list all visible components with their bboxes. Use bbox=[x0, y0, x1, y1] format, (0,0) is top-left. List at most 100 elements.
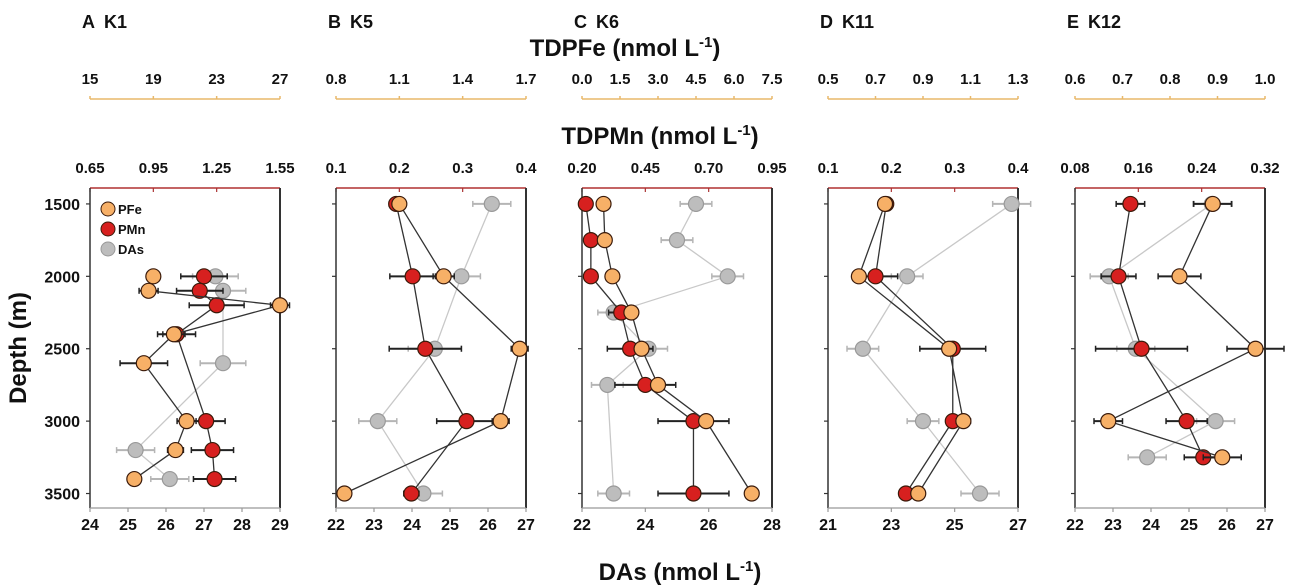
das-point bbox=[161, 470, 178, 488]
pmn-point bbox=[403, 485, 420, 502]
depth-tick-label: 2500 bbox=[44, 342, 80, 359]
pfe-point bbox=[649, 376, 667, 394]
das-point bbox=[971, 485, 989, 502]
pfe-point bbox=[126, 470, 143, 488]
pmn-point bbox=[191, 282, 208, 299]
das-tick-label: 24 bbox=[403, 517, 421, 534]
pfe-point bbox=[850, 268, 867, 285]
pmn-point bbox=[417, 340, 434, 357]
pfe-point bbox=[698, 413, 715, 430]
tdpfe-tick-label: 1.3 bbox=[1008, 71, 1029, 88]
panel-title: B K5 bbox=[328, 12, 373, 32]
pfe-point bbox=[511, 340, 528, 357]
das-tick-label: 25 bbox=[441, 517, 459, 534]
pfe-point bbox=[1171, 268, 1188, 285]
panel-title: E K12 bbox=[1067, 12, 1121, 32]
pmn-point bbox=[685, 485, 702, 502]
das-tick-label: 24 bbox=[81, 517, 99, 534]
pmn-point bbox=[1110, 268, 1127, 285]
pmn-point bbox=[577, 195, 594, 213]
tdpfe-tick-label: 1.7 bbox=[516, 71, 537, 88]
das-tick-label: 23 bbox=[1104, 517, 1122, 534]
tdpfe-tick-label: 0.9 bbox=[1207, 71, 1228, 88]
panels: A K1 15 19 23 27 0.65 0.95 1.25 1.55 1500 2000 2500… bbox=[44, 12, 1285, 534]
tdpfe-tick-label: 0.7 bbox=[1112, 71, 1133, 88]
tdpfe-tick-label: 1.5 bbox=[610, 71, 631, 88]
das-point bbox=[854, 340, 871, 357]
pmn-point bbox=[206, 470, 223, 488]
das-tick-label: 29 bbox=[271, 517, 289, 534]
pmn-point bbox=[1178, 413, 1195, 430]
tdpmn-tick-label: 0.1 bbox=[326, 160, 347, 177]
pfe-point bbox=[140, 282, 157, 299]
pfe-point bbox=[435, 268, 452, 285]
tdpfe-tick-label: 1.1 bbox=[960, 71, 981, 88]
tdpfe-tick-label: 0.6 bbox=[1065, 71, 1086, 88]
legend-marker-pmn bbox=[100, 221, 116, 237]
tdpfe-tick-label: 1.1 bbox=[389, 71, 410, 88]
pfe-point bbox=[955, 413, 972, 430]
das-axis-title: DAs (nmol L-1) bbox=[599, 558, 762, 586]
tdpfe-tick-label: 4.5 bbox=[686, 71, 707, 88]
depth-axis-title: Depth (m) bbox=[5, 292, 32, 404]
das-tick-label: 27 bbox=[517, 517, 535, 534]
panel-E: E K12 0.6 0.7 0.8 0.9 1.0 0.08 0.16 0.24 0.32 22 23… bbox=[1060, 12, 1285, 534]
das-tick-label: 22 bbox=[1066, 517, 1084, 534]
das-tick-label: 25 bbox=[1180, 517, 1198, 534]
das-point bbox=[605, 485, 622, 502]
tdpmn-tick-label: 0.95 bbox=[139, 160, 168, 177]
das-tick-label: 23 bbox=[882, 517, 900, 534]
tdpmn-tick-label: 0.16 bbox=[1124, 160, 1153, 177]
pfe-point bbox=[623, 304, 640, 321]
das-point bbox=[719, 268, 736, 285]
das-profile-line bbox=[1108, 203, 1217, 458]
pfe-point bbox=[178, 413, 195, 430]
das-tick-label: 25 bbox=[119, 517, 137, 534]
das-point bbox=[914, 413, 932, 430]
das-tick-label: 26 bbox=[479, 517, 497, 534]
das-point bbox=[127, 441, 144, 459]
das-tick-label: 22 bbox=[327, 517, 345, 534]
pfe-point bbox=[135, 355, 152, 372]
panel-title: A K1 bbox=[82, 12, 127, 32]
tdpmn-tick-label: 1.25 bbox=[202, 160, 231, 177]
das-tick-label: 28 bbox=[233, 517, 251, 534]
depth-tick-label: 1500 bbox=[44, 197, 80, 214]
das-tick-label: 23 bbox=[365, 517, 383, 534]
depth-tick-label: 3000 bbox=[44, 414, 80, 431]
tdpfe-axis-title: TDPFe (nmol L-1) bbox=[530, 34, 721, 62]
tdpfe-tick-label: 7.5 bbox=[762, 71, 783, 88]
pmn-point bbox=[404, 268, 421, 285]
legend-label-pmn: PMn bbox=[118, 222, 146, 237]
tdpmn-tick-label: 0.65 bbox=[75, 160, 104, 177]
tdpfe-tick-label: 1.4 bbox=[452, 71, 474, 88]
das-tick-label: 24 bbox=[636, 517, 654, 534]
pfe-point bbox=[743, 485, 760, 502]
tdpmn-tick-label: 0.08 bbox=[1060, 160, 1089, 177]
tdpmn-tick-label: 0.24 bbox=[1187, 160, 1217, 177]
das-point bbox=[214, 355, 232, 372]
das-point bbox=[1139, 449, 1156, 466]
pmn-point bbox=[198, 413, 215, 430]
tdpfe-tick-label: 6.0 bbox=[724, 71, 745, 88]
das-point bbox=[483, 195, 500, 213]
pmn-point bbox=[195, 268, 213, 285]
tdpfe-tick-label: 0.0 bbox=[572, 71, 593, 88]
tdpfe-tick-label: 0.5 bbox=[818, 71, 839, 88]
pfe-point bbox=[1214, 449, 1231, 466]
tdpfe-tick-label: 3.0 bbox=[648, 71, 669, 88]
pmn-point bbox=[208, 297, 225, 314]
pfe-point bbox=[336, 485, 353, 502]
depth-tick-label: 2000 bbox=[44, 269, 80, 286]
panel-C: C K6 0.0 1.5 3.0 4.5 6.0 7.5 0.20 0.45 0.70 0.95 22… bbox=[567, 12, 786, 534]
tdpmn-tick-label: 0.2 bbox=[881, 160, 902, 177]
panel-B: B K5 0.8 1.1 1.4 1.7 0.1 0.2 0.3 0.4 22 23 24 25 26 27 bbox=[326, 12, 538, 534]
tdpmn-tick-label: 0.95 bbox=[757, 160, 786, 177]
tdpfe-tick-label: 19 bbox=[145, 71, 162, 88]
tdpmn-tick-label: 0.32 bbox=[1250, 160, 1279, 177]
panel-D: D K11 0.5 0.7 0.9 1.1 1.3 0.1 0.2 0.3 0.4 21 23 25 27 bbox=[818, 12, 1032, 534]
pfe-point bbox=[596, 232, 613, 249]
pfe-point bbox=[595, 195, 612, 213]
pfe-point bbox=[633, 340, 650, 357]
